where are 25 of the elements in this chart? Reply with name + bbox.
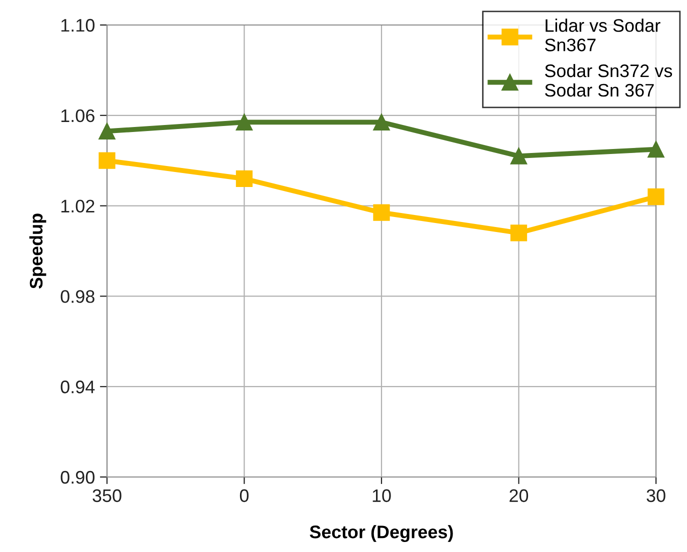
point xyxy=(648,188,664,206)
y-tick-label: 1.06 xyxy=(61,109,94,122)
x-tick-label: 20 xyxy=(510,489,528,502)
y-tick-label: 0.94 xyxy=(60,380,95,394)
legend-label: Lidar vs Sodar Sn367 xyxy=(545,18,660,52)
point xyxy=(373,114,390,131)
point xyxy=(98,152,116,169)
y-axis-title: Speedup xyxy=(29,214,46,289)
x-axis-title: Sector (Degrees) xyxy=(310,525,453,542)
y-tick-label: 1.10 xyxy=(61,18,94,32)
y-tick-label: 0.90 xyxy=(60,470,94,484)
y-tick-label: 0.98 xyxy=(60,290,94,303)
point xyxy=(648,140,664,158)
legend-label: Sodar Sn372 vs Sodar Sn 367 xyxy=(545,64,672,97)
x-tick-label: 10 xyxy=(372,489,391,502)
y-tick-label: 1.02 xyxy=(61,200,94,213)
x-tick-label: 0 xyxy=(240,489,249,502)
point xyxy=(236,170,253,188)
x-tick-label: 30 xyxy=(646,489,666,502)
point xyxy=(236,114,253,131)
point xyxy=(98,122,116,140)
point xyxy=(510,148,528,164)
x-tick-label: 350 xyxy=(92,489,122,502)
point xyxy=(510,224,528,242)
point xyxy=(373,204,390,221)
